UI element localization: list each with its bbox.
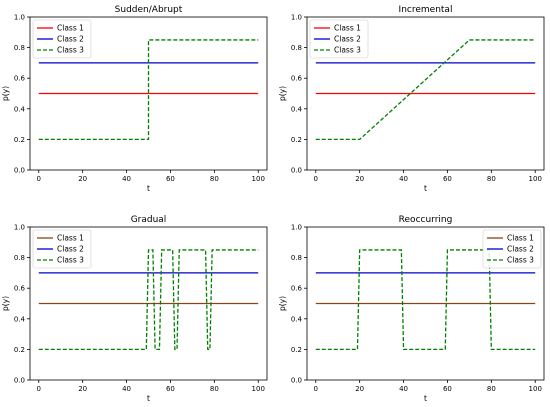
legend-label: Class 1 — [507, 234, 534, 243]
axes-frame — [29, 226, 268, 381]
y-axis-label: p(y) — [278, 86, 287, 101]
x-tick-label: 40 — [399, 385, 408, 393]
legend-box — [482, 229, 542, 269]
y-tick-label: 0.4 — [291, 315, 303, 323]
x-tick-label: 60 — [166, 385, 175, 393]
x-tick-label: 0 — [314, 385, 318, 393]
x-axis-label: t — [147, 184, 150, 193]
legend-label: Class 2 — [334, 35, 361, 44]
chart-title: Sudden/Abrupt — [115, 5, 183, 15]
x-tick-label: 100 — [529, 385, 542, 393]
legend-label: Class 1 — [334, 24, 361, 33]
x-tick-label: 80 — [210, 385, 219, 393]
y-tick-label: 0.4 — [291, 105, 303, 113]
chart-title: Incremental — [399, 5, 453, 15]
legend-label: Class 2 — [57, 245, 84, 254]
y-tick-label: 0.2 — [14, 136, 25, 144]
legend-box — [32, 19, 92, 59]
x-axis-label: t — [424, 394, 427, 403]
y-axis-label: p(y) — [1, 296, 10, 311]
x-axis-label: t — [424, 184, 427, 193]
x-tick-label: 80 — [210, 175, 219, 183]
x-tick-label: 0 — [314, 175, 318, 183]
x-tick-label: 100 — [529, 175, 542, 183]
panel-gradual: Gradual 0 20 40 60 80 100 0.0 0.2 0.4 0.6 0.8 1.0 t p(… — [1, 215, 268, 403]
x-tick-label: 20 — [78, 175, 87, 183]
y-tick-label: 0.0 — [14, 377, 25, 385]
y-tick-label: 0.6 — [14, 285, 26, 293]
x-tick-label: 60 — [443, 175, 452, 183]
y-axis-label: p(y) — [1, 86, 10, 101]
axes-frame — [306, 226, 545, 381]
x-tick-label: 40 — [399, 175, 408, 183]
y-tick-label: 1.0 — [291, 14, 302, 22]
y-tick-label: 0.2 — [291, 136, 302, 144]
y-tick-label: 0.2 — [291, 346, 302, 354]
x-tick-label: 0 — [37, 385, 41, 393]
legend: Class 1 Class 2 Class 3 — [309, 19, 369, 59]
legend-label: Class 2 — [507, 245, 534, 254]
y-tick-label: 0.0 — [291, 377, 302, 385]
series-line-class-3 — [38, 249, 259, 351]
legend: Class 1 Class 2 Class 3 — [482, 229, 542, 269]
panel-sudden-abrupt: Sudden/Abrupt 0 20 40 60 80 100 0.0 0.2 0.4 0.6 0.8… — [1, 5, 268, 193]
x-tick-label: 80 — [487, 385, 496, 393]
x-tick-label: 60 — [166, 175, 175, 183]
x-axis-label: t — [147, 394, 150, 403]
series-line-class-3 — [38, 39, 259, 141]
x-tick-label: 20 — [78, 385, 87, 393]
x-tick-label: 20 — [355, 175, 364, 183]
series-line-class-3 — [315, 249, 536, 351]
legend-label: Class 3 — [57, 256, 84, 265]
legend-box — [32, 229, 92, 269]
y-tick-label: 0.2 — [14, 346, 25, 354]
legend-label: Class 3 — [57, 46, 84, 55]
y-tick-label: 0.0 — [14, 167, 25, 175]
y-tick-label: 0.6 — [291, 285, 303, 293]
y-tick-label: 0.6 — [14, 75, 26, 83]
legend-label: Class 3 — [334, 46, 361, 55]
panel-reoccurring: Reoccurring 0 20 40 60 80 100 0.0 0.2 0.4 0.6 0.8 1.… — [278, 215, 545, 403]
x-tick-label: 100 — [252, 385, 265, 393]
axes-frame — [306, 16, 545, 171]
x-tick-label: 20 — [355, 385, 364, 393]
x-tick-label: 60 — [443, 385, 452, 393]
y-tick-label: 1.0 — [291, 224, 302, 232]
y-tick-label: 0.8 — [14, 254, 25, 262]
y-tick-label: 0.8 — [291, 44, 302, 52]
y-tick-label: 0.4 — [14, 105, 26, 113]
x-tick-label: 40 — [122, 175, 131, 183]
x-tick-label: 0 — [37, 175, 41, 183]
legend-label: Class 2 — [57, 35, 84, 44]
series-line-class-3 — [315, 39, 536, 141]
legend-label: Class 1 — [57, 234, 84, 243]
axes-frame — [29, 16, 268, 171]
y-tick-label: 1.0 — [14, 14, 25, 22]
chart-title: Gradual — [131, 215, 167, 225]
y-tick-label: 0.6 — [291, 75, 303, 83]
x-tick-label: 40 — [122, 385, 131, 393]
legend: Class 1 Class 2 Class 3 — [32, 19, 92, 59]
panel-incremental: Incremental 0 20 40 60 80 100 0.0 0.2 0.4 0.6 0.8 1.… — [278, 5, 545, 193]
legend: Class 1 Class 2 Class 3 — [32, 229, 92, 269]
y-tick-label: 0.8 — [14, 44, 25, 52]
y-tick-label: 1.0 — [14, 224, 25, 232]
y-tick-label: 0.0 — [291, 167, 302, 175]
y-tick-label: 0.4 — [14, 315, 26, 323]
legend-box — [309, 19, 369, 59]
y-tick-label: 0.8 — [291, 254, 302, 262]
x-tick-label: 80 — [487, 175, 496, 183]
chart-title: Reoccurring — [399, 215, 453, 225]
legend-label: Class 3 — [507, 256, 534, 265]
y-axis-label: p(y) — [278, 296, 287, 311]
x-tick-label: 100 — [252, 175, 265, 183]
legend-label: Class 1 — [57, 24, 84, 33]
